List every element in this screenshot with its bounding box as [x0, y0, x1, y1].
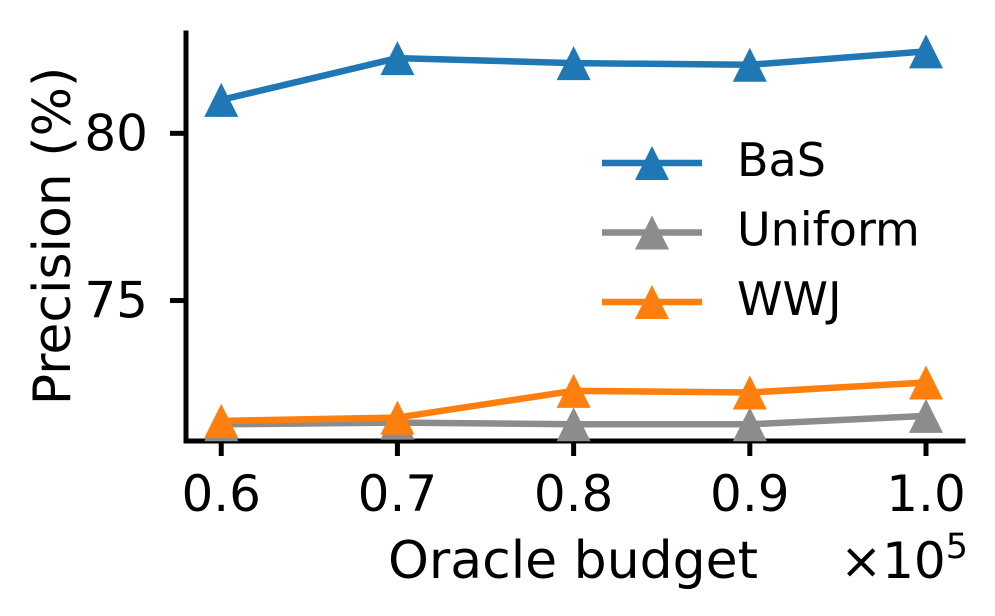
triangle-marker-legend-uniform — [635, 215, 669, 250]
triangle-marker-wwj — [204, 403, 239, 438]
triangle-marker-bas — [909, 34, 943, 69]
x-axis-multiplier: ×105 — [840, 527, 968, 590]
legend-item-uniform: Uniform — [602, 203, 920, 257]
x-tick-label: 0.7 — [358, 465, 438, 523]
axis-spines — [183, 30, 966, 444]
triangle-marker-bas — [380, 41, 415, 76]
triangle-marker-bas — [556, 46, 591, 81]
y-axis-label: Precision (%) — [23, 67, 83, 406]
triangle-marker-bas — [732, 47, 767, 82]
legend-label-wwj: WWJ — [737, 272, 842, 326]
legend-label-uniform: Uniform — [737, 203, 920, 257]
legend: BaS Uniform WWJ — [602, 133, 920, 326]
triangle-marker-wwj — [380, 400, 415, 435]
x-tick-label: 0.8 — [534, 465, 614, 523]
legend-item-wwj: WWJ — [602, 272, 842, 326]
multiplier-exponent: 5 — [946, 527, 968, 567]
triangle-marker-legend-wwj — [635, 285, 669, 319]
triangle-marker-uniform — [556, 407, 591, 442]
triangle-marker-wwj — [732, 375, 767, 410]
legend-item-bas: BaS — [602, 133, 826, 187]
series-wwj — [204, 365, 943, 438]
data-series-group — [204, 34, 943, 442]
multiplier-base: ×10 — [840, 532, 946, 590]
triangle-marker-bas — [204, 82, 239, 117]
triangle-marker-wwj — [556, 373, 591, 408]
y-tick-label: 75 — [84, 272, 148, 330]
axes: 0.6 0.7 0.8 0.9 1.0 75 80 — [84, 30, 966, 523]
series-bas — [204, 34, 943, 117]
triangle-marker-legend-bas — [635, 146, 669, 180]
triangle-marker-uniform — [732, 407, 767, 442]
triangle-marker-uniform — [909, 398, 943, 433]
triangle-marker-wwj — [909, 365, 943, 400]
x-axis-label: Oracle budget — [388, 531, 758, 591]
x-tick-label: 0.6 — [181, 465, 261, 523]
x-tick-label: 1.0 — [886, 465, 966, 523]
x-tick-label: 0.9 — [710, 465, 790, 523]
y-tick-label: 80 — [84, 104, 148, 162]
legend-label-bas: BaS — [737, 133, 826, 187]
